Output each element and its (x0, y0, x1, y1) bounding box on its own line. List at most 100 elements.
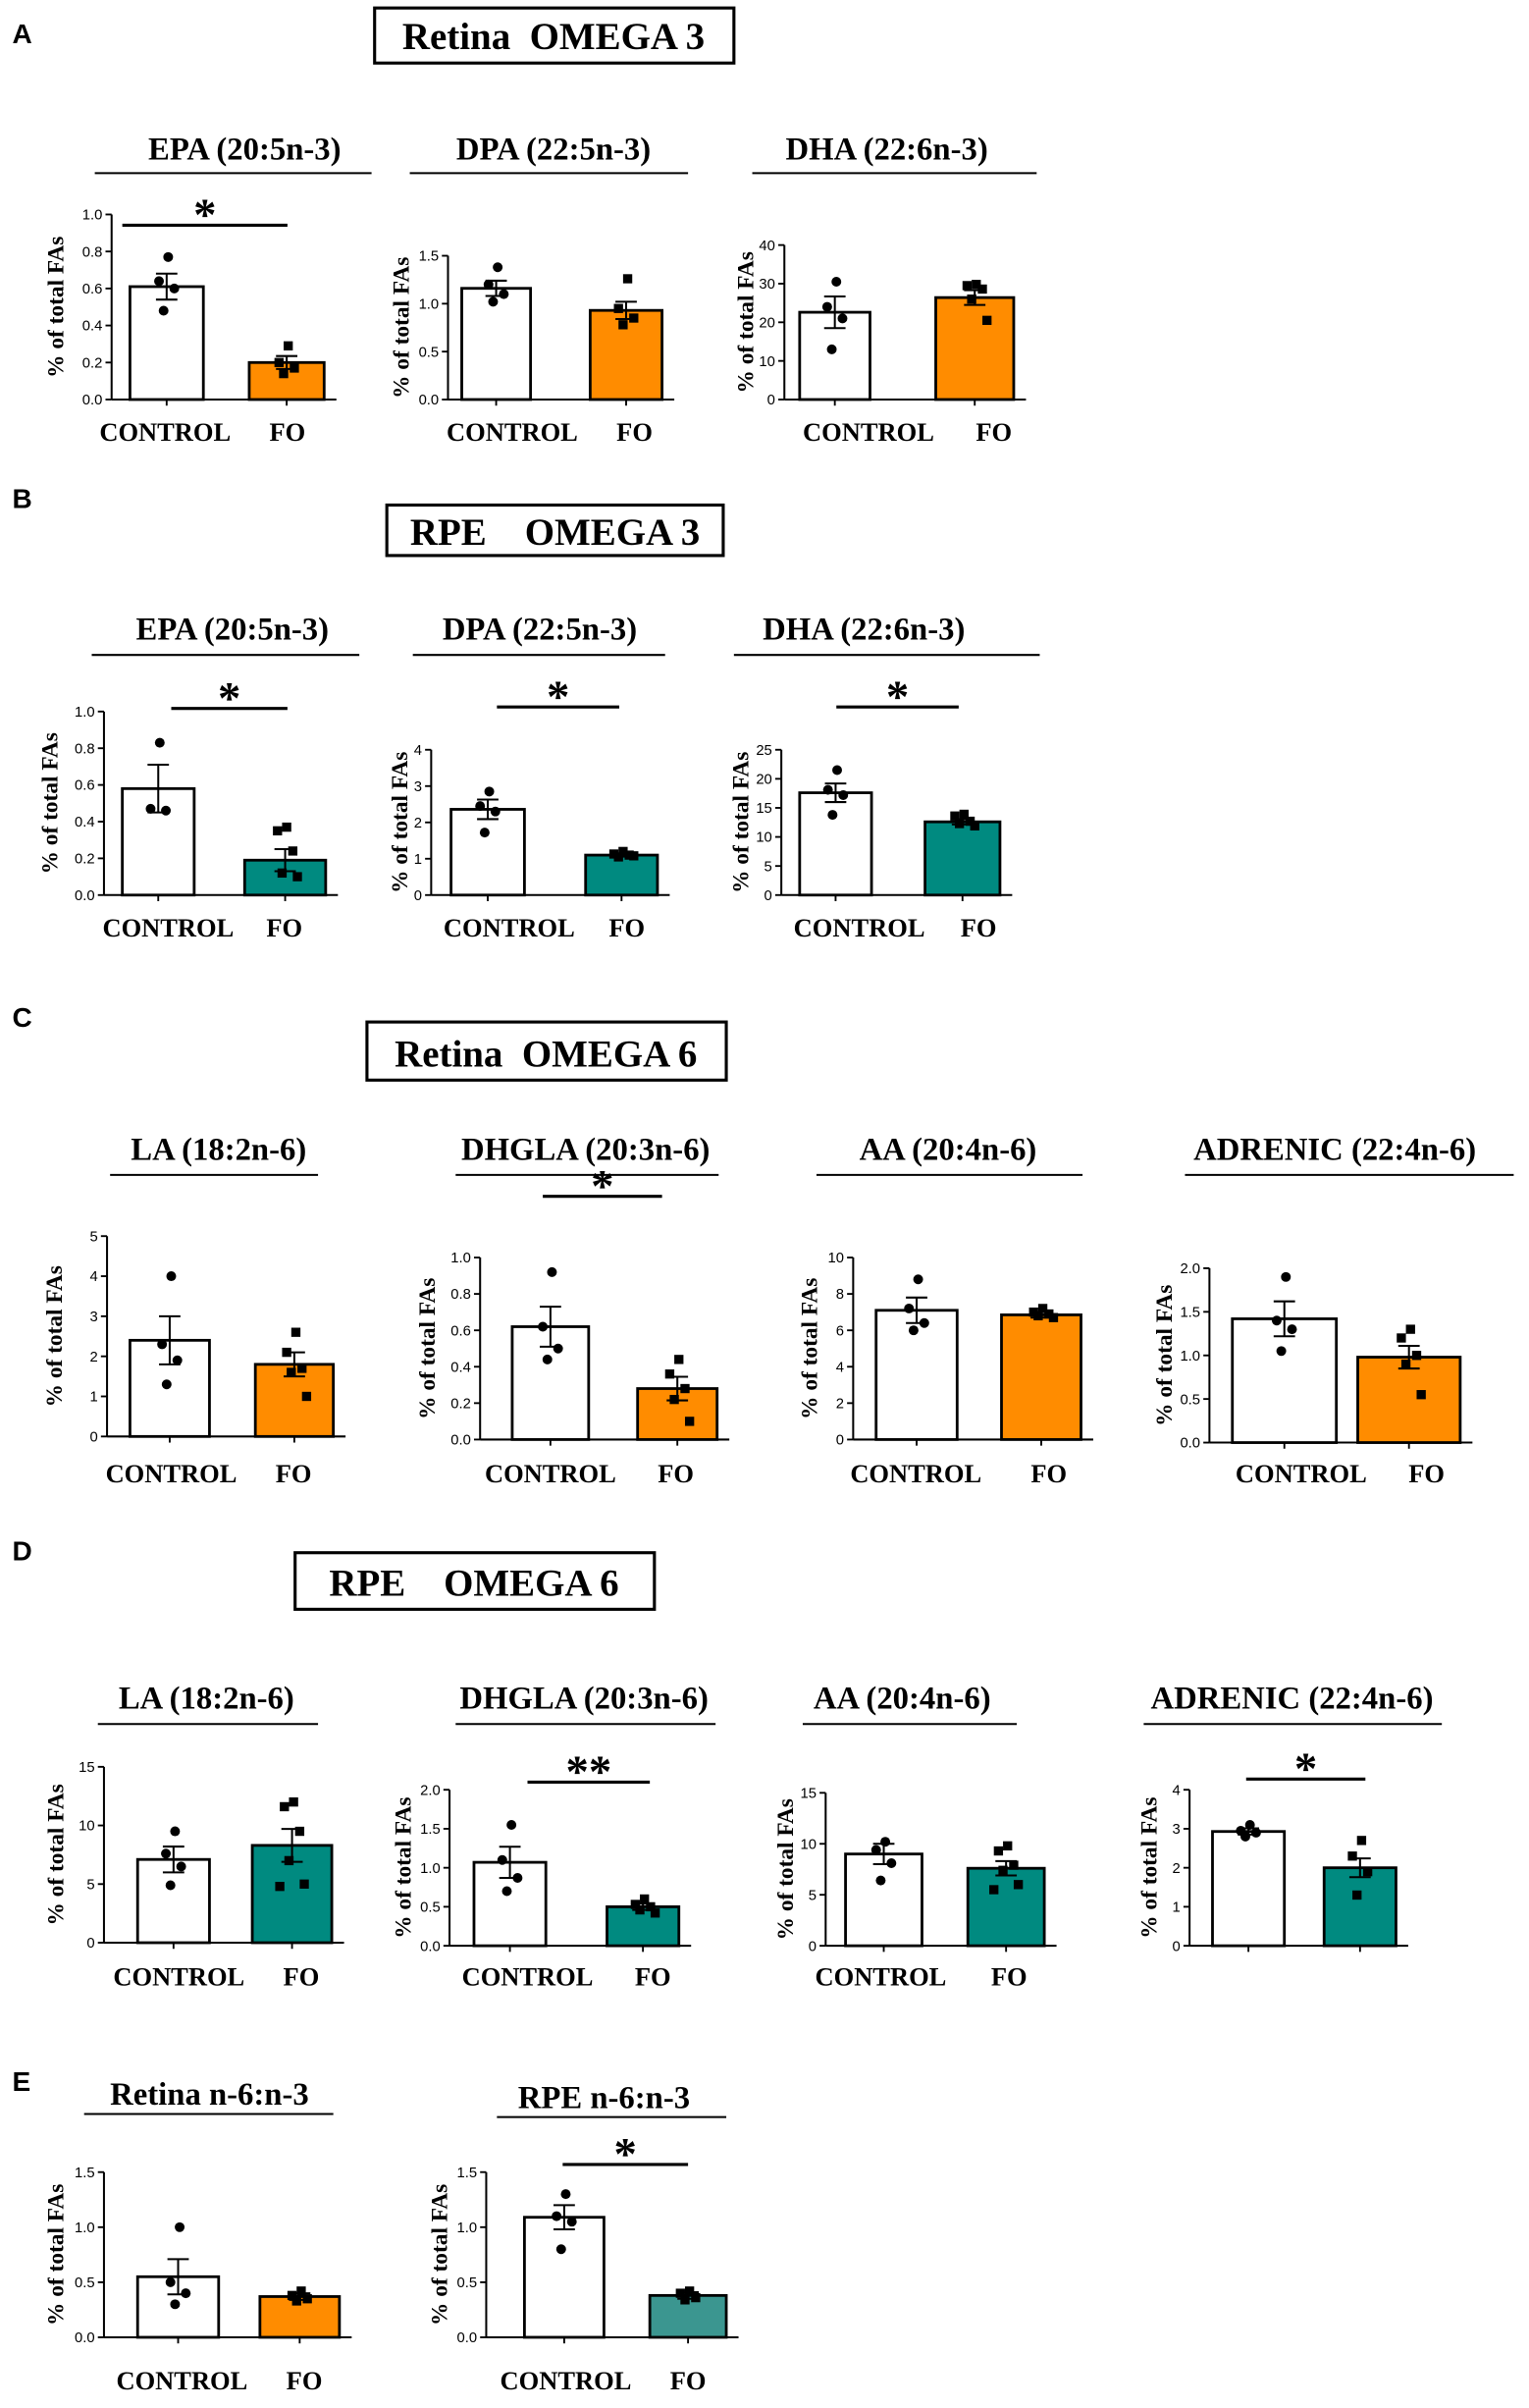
data-point-fo (282, 1347, 291, 1358)
chart-c-adrenic: ADRENIC (22:4n-6) 0.0 0.5 1.0 1.5 2.0% of tot… (1152, 1132, 1514, 1488)
y-tick-label: 0.0 (1180, 1436, 1200, 1452)
bar-control (129, 285, 205, 401)
y-tick-label: 10 (759, 354, 774, 370)
chart-e-rpe: RPE n-6:n-3 0.0 0.5 1.0 1.5 % of total FAs CON… (428, 2080, 739, 2395)
data-point-fo (296, 2286, 306, 2296)
data-point-control (919, 1317, 929, 1328)
data-point-fo (989, 1885, 999, 1895)
bar-fo (923, 820, 1002, 897)
bar-control (449, 808, 526, 897)
data-point-fo (280, 1801, 290, 1812)
data-point-fo (291, 2296, 301, 2306)
data-point-fo (287, 1367, 296, 1377)
y-tick-label: 0.5 (1180, 1392, 1200, 1408)
y-tick-label: 0.2 (450, 1396, 471, 1412)
x-category-label-control: CONTROL (106, 1459, 237, 1488)
chart-c-la: LA (18:2n-6) 0 1 2 3 4 5 % of total FAs CONTROL F… (42, 1132, 346, 1488)
chart-c-dhgla: DHGLA (20:3n-6) 0.0 0.2 0.4 0.6 0.8 1.0 % of to… (415, 1132, 730, 1488)
data-point-fo (288, 846, 298, 856)
data-point-fo (618, 846, 628, 857)
data-point-fo (1048, 1312, 1059, 1322)
data-point-control (547, 1266, 557, 1277)
significance-marker: * (218, 672, 240, 723)
y-tick-label: 1.0 (75, 705, 95, 721)
data-point-control (161, 1379, 172, 1390)
data-point-fo (1397, 1333, 1406, 1343)
y-axis-label: % of total FAs (390, 257, 415, 399)
data-point-control (484, 786, 495, 797)
y-tick-label: 0.0 (75, 888, 95, 904)
chart-b-dha: DHA (22:6n-3) 0 5 10 15 20 25% of total FAs CON… (729, 613, 1040, 942)
x-category-label-control: CONTROL (485, 1459, 616, 1488)
panel-label: B (12, 484, 31, 514)
data-point-control (821, 301, 832, 312)
data-point-fo (959, 809, 969, 820)
data-point-control (837, 313, 848, 324)
y-tick-label: 0.0 (82, 393, 103, 408)
y-tick-label: 3 (1173, 1822, 1181, 1838)
x-category-label-control: CONTROL (113, 1962, 244, 1992)
data-point-fo (1362, 1866, 1373, 1877)
y-tick-label: 1.0 (420, 1861, 441, 1877)
chart-b-epa: EPA (20:5n-3) 0.0 0.2 0.4 0.6 0.8 1.0 % of tota… (37, 613, 360, 942)
data-point-control (154, 276, 165, 287)
data-point-control (169, 283, 180, 294)
y-tick-label: 4 (1173, 1783, 1181, 1798)
data-point-fo (301, 1391, 312, 1402)
x-category-label-fo: FO (608, 913, 645, 942)
data-point-control (499, 289, 509, 299)
y-tick-label: 1 (1173, 1900, 1181, 1916)
y-tick-label: 1.0 (419, 296, 440, 312)
data-point-control (161, 1848, 172, 1859)
y-tick-label: 1.5 (419, 249, 440, 265)
data-point-control (1276, 1346, 1287, 1357)
panel-heading-box (365, 1020, 728, 1082)
data-point-fo (299, 1879, 309, 1889)
chart-d-la: LA (18:2n-6) 0 5 10 15 % of total FAs CONTROL F… (44, 1682, 344, 1992)
data-point-fo (664, 1369, 675, 1379)
data-point-fo (684, 2286, 695, 2296)
data-point-fo (1400, 1359, 1411, 1369)
data-point-control (1240, 1831, 1250, 1842)
panel-heading-box (373, 6, 736, 65)
chart-title: EPA (20:5n-3) (136, 613, 330, 648)
chart-title: DHGLA (20:3n-6) (459, 1682, 708, 1717)
y-axis-label: % of total FAs (1152, 1285, 1178, 1426)
x-category-label-control: CONTROL (102, 913, 234, 942)
y-tick-label: 0 (1173, 1939, 1181, 1954)
y-tick-label: 0.4 (450, 1360, 471, 1375)
x-category-label-fo: FO (270, 417, 306, 447)
data-point-control (880, 1837, 891, 1847)
data-point-control (475, 801, 486, 812)
y-axis-label: % of total FAs (733, 251, 759, 393)
y-axis-label: % of total FAs (388, 752, 413, 893)
panel-c: C Retina OMEGA 6 (12, 1002, 728, 1082)
data-point-fo (1347, 1851, 1357, 1861)
panel-b: B RPE OMEGA 3 (12, 484, 725, 558)
data-point-fo (284, 1855, 294, 1866)
y-tick-label: 2 (1173, 1861, 1181, 1877)
y-tick-label: 1.5 (75, 2166, 95, 2181)
significance-marker: * (614, 2129, 637, 2180)
y-axis-label: % of total FAs (37, 732, 63, 874)
x-category-label-fo: FO (266, 913, 302, 942)
data-point-fo (967, 294, 976, 304)
data-point-fo (284, 341, 293, 350)
y-tick-label: 0.0 (419, 393, 440, 408)
data-point-fo (273, 826, 283, 836)
data-point-fo (1009, 1860, 1019, 1870)
x-category-label-fo: FO (287, 2366, 323, 2395)
y-axis-label: % of total FAs (773, 1798, 799, 1940)
data-point-control (542, 1354, 553, 1365)
data-point-control (826, 344, 837, 354)
data-point-fo (675, 2288, 685, 2298)
y-tick-label: 4 (89, 1269, 97, 1285)
bar-fo (1356, 1356, 1462, 1444)
y-axis-label: % of total FAs (44, 1784, 70, 1925)
panel-e: E (12, 2066, 30, 2097)
data-point-control (145, 803, 156, 814)
y-tick-label: 0.4 (75, 815, 95, 830)
y-tick-label: 5 (86, 1877, 94, 1893)
data-point-control (176, 1861, 186, 1872)
data-point-fo (982, 315, 992, 326)
